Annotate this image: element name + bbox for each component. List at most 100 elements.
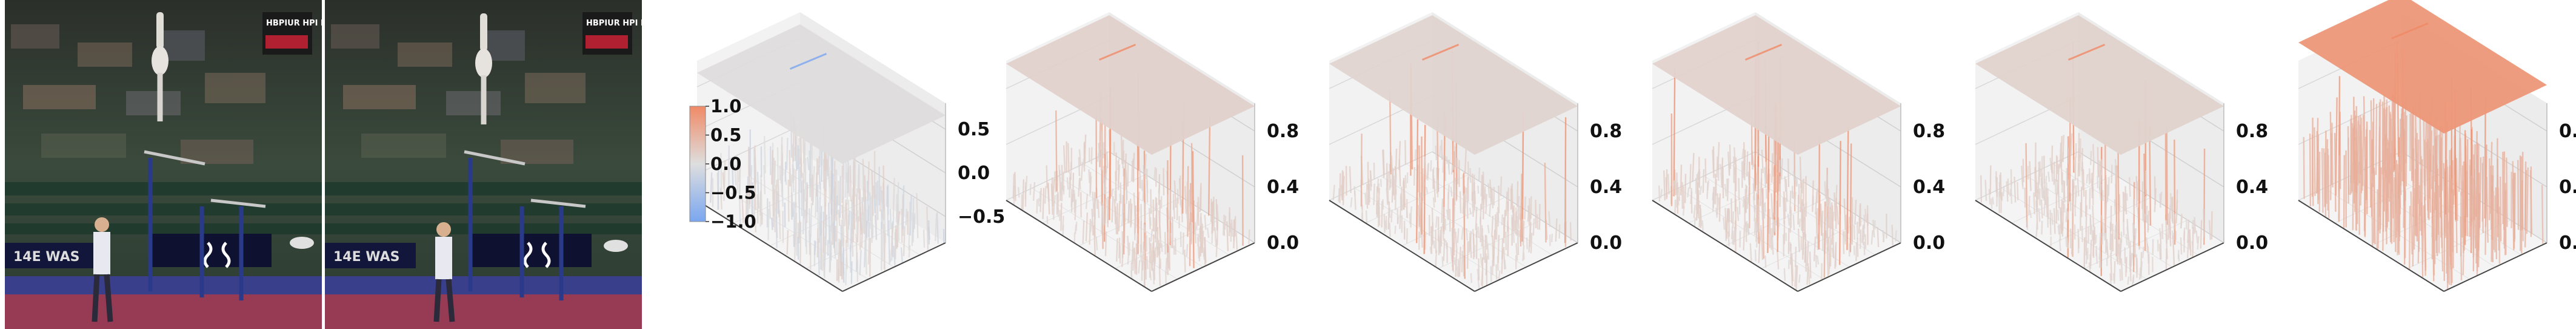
surface-spike — [1369, 170, 1372, 191]
surface-spike — [2044, 184, 2046, 205]
surface-spike — [1707, 180, 1710, 191]
surface-spike — [2115, 175, 2117, 206]
surface-spike — [1477, 226, 1480, 239]
surface-spike — [1816, 208, 1818, 233]
surface-spike — [2490, 141, 2493, 214]
surface-spike — [1745, 185, 1747, 213]
surface-spike — [2006, 181, 2009, 202]
surface-spike — [798, 138, 801, 165]
surface-spike — [900, 247, 903, 263]
surface-spike — [2117, 151, 2120, 240]
surface-spike — [2002, 186, 2005, 197]
surface-spike — [1053, 200, 1055, 220]
surface-spike — [799, 157, 802, 178]
surface-spike — [2370, 100, 2373, 174]
surface-spike — [1771, 236, 1774, 255]
surface-spike — [1153, 253, 1156, 271]
top-heatmap-plane — [1329, 15, 1578, 155]
surface-spike — [2326, 139, 2329, 204]
surface-spike — [1195, 213, 1199, 230]
surface-spike — [1341, 170, 1344, 197]
surface-spike — [2446, 220, 2449, 290]
surface-spike — [2140, 261, 2143, 276]
surface-spike — [2309, 134, 2312, 207]
surface-spike — [866, 180, 870, 222]
surface-spike — [1759, 225, 1762, 243]
surface-spike — [2146, 237, 2149, 248]
surface-spike — [1085, 194, 1089, 209]
surface-spike — [1032, 182, 1036, 201]
surface-spike — [2486, 177, 2489, 243]
surface-spike — [893, 246, 896, 266]
surface-spike — [2065, 208, 2068, 222]
surface-spike — [1199, 212, 1202, 239]
z-tick-label: 0.8 — [2236, 121, 2268, 142]
surface-spike — [1753, 178, 1755, 200]
surface-spike — [753, 178, 756, 218]
surface-spike — [902, 185, 905, 229]
surface-spike — [793, 202, 795, 248]
surface-spike — [2057, 185, 2060, 209]
surface-spike — [1338, 188, 1340, 202]
surface-spike — [830, 155, 834, 200]
surface-spike — [1790, 243, 1792, 265]
surface-spike — [747, 183, 749, 199]
surface-spike — [828, 166, 831, 204]
surface-spike — [1684, 174, 1687, 203]
surface-spike — [1699, 186, 1703, 195]
surface-spike — [1478, 167, 1481, 181]
surface-spike — [786, 230, 789, 255]
surface-spike — [1127, 236, 1130, 256]
surface-spike — [2092, 205, 2095, 228]
surface-spike — [849, 245, 852, 273]
surface-spike — [2057, 225, 2060, 235]
surface-spike — [883, 182, 885, 220]
surface-spike — [1095, 236, 1098, 251]
surface-spike — [1461, 228, 1464, 240]
surface-spike — [1145, 169, 1148, 179]
surface-spike — [1463, 245, 1465, 256]
surface-spike — [2125, 234, 2128, 246]
surface-spike — [2109, 273, 2112, 285]
surface-panel-1: 0.5 0.0 −0.5 1.0 0.5 0.0 −0.5 −1.0 — [667, 0, 1006, 329]
surface-spike — [1360, 134, 1363, 207]
surface-spike — [1103, 166, 1106, 190]
banner-text-2: 14E WAS — [333, 249, 399, 265]
top-plane-streak — [2067, 44, 2106, 61]
top-plane-streak — [1421, 44, 1460, 61]
surface-spike — [1403, 181, 1405, 210]
surface-spike — [1416, 119, 1419, 243]
surface-spike — [927, 226, 930, 240]
surface-spike — [1394, 225, 1396, 234]
surface-spike — [1464, 188, 1467, 209]
surface-spike — [2469, 169, 2471, 237]
surface-spike — [2099, 183, 2102, 194]
surface-spike — [2072, 178, 2075, 188]
surface-spike — [1080, 161, 1084, 181]
surface-spike — [1150, 189, 1152, 214]
surface-spike — [2397, 198, 2400, 255]
surface-spike — [1116, 238, 1118, 262]
z-tick-label: 0.8 — [1267, 121, 1299, 142]
surface-spike — [1377, 200, 1380, 219]
surface-spike — [2419, 155, 2422, 216]
surface-spike — [767, 209, 770, 240]
surface-spike — [1760, 178, 1763, 206]
surface-spike — [1480, 270, 1484, 286]
surface-spike — [2434, 138, 2437, 205]
surface-spike — [895, 225, 898, 249]
surface-spike — [2053, 208, 2056, 234]
surface-chart-3: 0.8 0.4 0.0 — [1329, 12, 1622, 292]
surface-spike — [1158, 240, 1161, 269]
surface-spike — [1215, 198, 1218, 231]
surface-spike — [722, 172, 725, 189]
surface-spike — [916, 193, 919, 239]
surface-chart-5: 0.8 0.4 0.0 — [1975, 12, 2268, 292]
surface-spike — [1365, 210, 1368, 224]
surface-spike — [1813, 236, 1817, 262]
surface-spike — [1515, 243, 1518, 261]
surface-spike — [1046, 215, 1049, 225]
surface-spike — [2173, 214, 2175, 229]
surface-spike — [1104, 197, 1107, 226]
surface-spike — [2088, 262, 2091, 272]
